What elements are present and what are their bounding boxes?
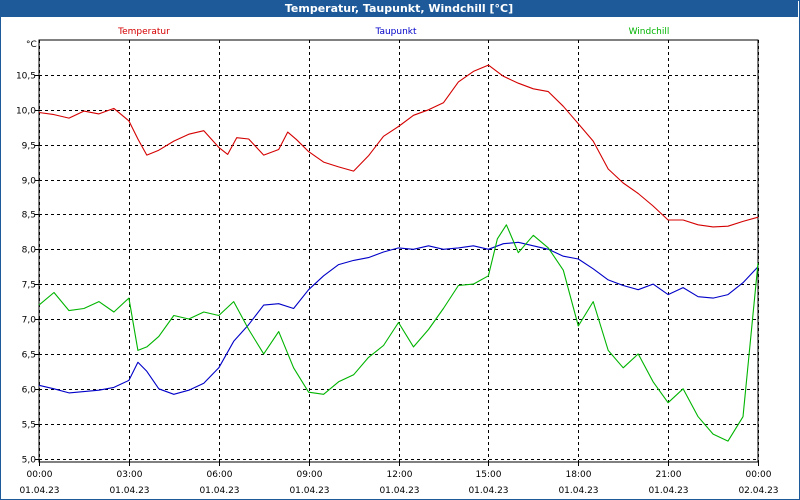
series-line-temperatur [38, 64, 759, 228]
x-tick-time-label: 15:00 [476, 470, 502, 480]
x-tick-time-label: 18:00 [566, 470, 592, 480]
x-tick-date-label: 01.04.23 [379, 486, 419, 496]
x-tick-date-label: 01.04.23 [289, 486, 329, 496]
y-tick-label: 7,5 [22, 281, 36, 291]
axis-ticks: 5,0 5,5 6,0 6,5 7,0 7,5 8,0 8,5 9,0 9,5 10,0 10,5 00… [16, 72, 779, 497]
series-lines [38, 64, 759, 442]
series-line-taupunkt [38, 241, 759, 395]
x-tick-date-label: 01.04.23 [648, 486, 688, 496]
x-tick-time-label: 06:00 [207, 470, 233, 480]
legend-entry-windchill: Windchill [629, 27, 670, 37]
y-tick-label: 8,0 [22, 246, 37, 256]
x-tick-date-label: 01.04.23 [199, 486, 239, 496]
window-title: Temperatur, Taupunkt, Windchill [°C] [0, 0, 798, 17]
y-tick-label: 5,0 [22, 456, 37, 466]
x-tick-time-label: 00:00 [27, 470, 53, 480]
legend-entry-temperatur: Temperatur [117, 27, 170, 37]
y-tick-label: 10,0 [16, 107, 36, 117]
legend: Temperatur Taupunkt Windchill [117, 27, 669, 37]
x-tick-time-label: 03:00 [117, 470, 143, 480]
x-tick-time-label: 09:00 [297, 470, 323, 480]
y-tick-label: 8,5 [22, 211, 36, 221]
y-tick-label: 5,5 [22, 421, 36, 431]
y-tick-label: 9,5 [22, 142, 36, 152]
y-tick-label: 9,0 [22, 177, 37, 187]
x-tick-time-label: 12:00 [387, 470, 413, 480]
x-tick-date-label: 01.04.23 [468, 486, 508, 496]
x-tick-date-label: 01.04.23 [109, 486, 149, 496]
x-tick-time-label: 00:00 [746, 470, 772, 480]
x-tick-date-label: 02.04.23 [738, 486, 778, 496]
legend-entry-taupunkt: Taupunkt [374, 27, 417, 37]
y-tick-label: 6,0 [22, 386, 37, 396]
y-tick-label: 7,0 [22, 316, 37, 326]
x-tick-date-label: 01.04.23 [19, 486, 59, 496]
x-tick-time-label: 21:00 [656, 470, 682, 480]
y-axis-unit-label: °C [26, 40, 37, 50]
plot-frame [38, 39, 759, 463]
series-line-windchill [38, 224, 759, 442]
y-tick-label: 10,5 [16, 72, 36, 82]
grid-lines [35, 39, 759, 466]
y-tick-label: 6,5 [22, 351, 36, 361]
x-tick-date-label: 01.04.23 [558, 486, 598, 496]
